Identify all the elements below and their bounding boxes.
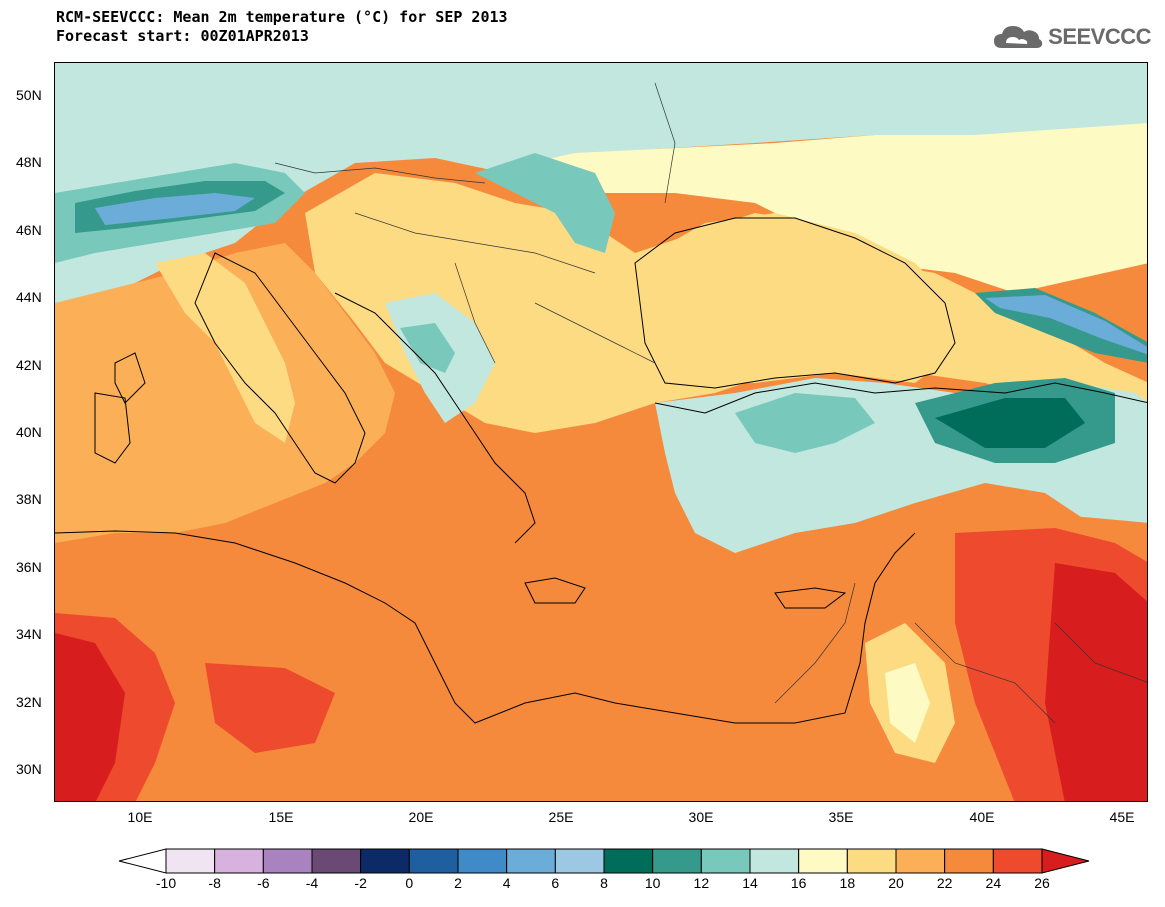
lat-label: 34N (16, 626, 42, 642)
colorbar-swatch (214, 848, 264, 874)
colorbar-swatch (603, 848, 654, 874)
colorbar-swatch (944, 848, 994, 874)
colorbar-swatch (165, 848, 216, 874)
colorbar-tick-label: 24 (985, 875, 1002, 891)
seevccc-logo: SEEVCCC (992, 22, 1151, 52)
colorbar-tick-label: 6 (551, 875, 560, 891)
title-line-2: Forecast start: 00Z01APR2013 (56, 27, 309, 45)
lon-label: 45E (1109, 809, 1135, 825)
map-canvas (55, 63, 1147, 801)
colorbar-tick-label: 14 (742, 875, 758, 891)
colorbar-swatch (506, 848, 556, 874)
colorbar-swatch (262, 848, 313, 874)
lon-label: 10E (127, 809, 153, 825)
colorbar (118, 848, 1090, 874)
colorbar-swatch (408, 848, 459, 874)
lat-label: 38N (16, 491, 42, 507)
colorbar-swatch (457, 848, 508, 874)
colorbar-tick-label: -8 (208, 875, 221, 891)
colorbar-tick-label: 2 (454, 875, 462, 891)
lat-label: 46N (16, 222, 42, 238)
colorbar-swatch (798, 848, 848, 874)
lat-label: 44N (16, 289, 42, 305)
colorbar-swatch (360, 848, 410, 874)
colorbar-swatch (311, 848, 362, 874)
colorbar-swatch (992, 848, 1043, 874)
lon-label: 30E (688, 809, 714, 825)
colorbar-tick-label: 12 (693, 875, 710, 891)
lon-label: 35E (828, 809, 854, 825)
colorbar-tick-label: -2 (354, 875, 367, 891)
colorbar-swatch (652, 848, 702, 874)
colorbar-tick-label: 0 (405, 875, 414, 891)
lon-label: 20E (408, 809, 434, 825)
temperature-map[interactable] (54, 62, 1148, 802)
colorbar-tick-label: 8 (600, 875, 608, 891)
logo-text: SEEVCCC (1048, 24, 1151, 49)
colorbar-tick-label: 16 (790, 875, 807, 891)
title-line-1: RCM-SEEVCCC: Mean 2m temperature (°C) fo… (56, 8, 508, 26)
colorbar-tick-label: 4 (502, 875, 511, 891)
colorbar-swatch (895, 848, 946, 874)
lat-label: 36N (16, 559, 42, 575)
lat-label: 40N (16, 424, 42, 440)
colorbar-tick-label: 20 (888, 875, 904, 891)
colorbar-tick-label: -4 (305, 875, 319, 891)
colorbar-under-arrow (118, 848, 167, 874)
lon-label: 40E (969, 809, 995, 825)
colorbar-over-arrow (1041, 848, 1090, 874)
colorbar-swatch (846, 848, 897, 874)
colorbar-tick-label: 10 (644, 875, 661, 891)
cloud-icon (994, 26, 1043, 48)
lon-label: 25E (548, 809, 574, 825)
lat-label: 50N (16, 87, 42, 103)
map-title: RCM-SEEVCCC: Mean 2m temperature (°C) fo… (56, 8, 508, 46)
colorbar-swatch (700, 848, 751, 874)
colorbar-tick-label: -10 (155, 875, 177, 891)
lat-label: 32N (16, 694, 42, 710)
lon-label: 15E (268, 809, 294, 825)
lat-label: 48N (16, 154, 42, 170)
colorbar-tick-label: 26 (1034, 875, 1050, 891)
colorbar-tick-label: -6 (257, 875, 270, 891)
lat-label: 30N (16, 761, 42, 777)
colorbar-swatch (749, 848, 800, 874)
colorbar-tick-label: 22 (936, 875, 953, 891)
colorbar-tick-label: 18 (839, 875, 856, 891)
lat-label: 42N (16, 357, 42, 373)
colorbar-swatch (554, 848, 605, 874)
